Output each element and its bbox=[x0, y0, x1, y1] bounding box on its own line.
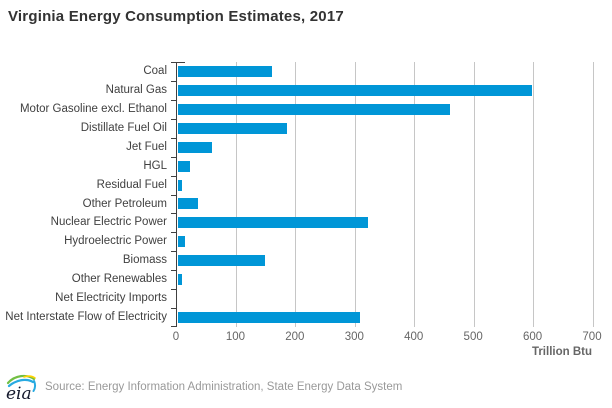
bar-net-interstate-flow-of-electricity bbox=[178, 312, 361, 324]
gridline bbox=[295, 62, 297, 327]
bar-nuclear-electric-power bbox=[178, 217, 368, 229]
category-label: Net Electricity Imports bbox=[55, 292, 167, 305]
gridline bbox=[354, 62, 356, 327]
chart-footer: eia Source: Energy Information Administr… bbox=[5, 371, 402, 403]
bar-hydroelectric-power bbox=[178, 236, 185, 248]
x-tick-label: 100 bbox=[225, 331, 246, 343]
gridline bbox=[414, 62, 416, 327]
category-label: HGL bbox=[143, 159, 167, 172]
gridline bbox=[235, 62, 237, 327]
x-tick-label: 400 bbox=[404, 331, 424, 343]
bar-residual-fuel bbox=[178, 179, 183, 191]
bar-jet-fuel bbox=[178, 141, 213, 153]
category-label: Hydroelectric Power bbox=[64, 235, 167, 248]
svg-text:eia: eia bbox=[6, 384, 32, 402]
y-axis-tick bbox=[171, 175, 177, 177]
source-text: Source: Energy Information Administratio… bbox=[45, 381, 403, 393]
category-label: Other Renewables bbox=[71, 273, 167, 286]
y-axis-tick bbox=[171, 156, 177, 158]
x-axis-labels: 0 100 200 300 400 500 600 700 bbox=[0, 331, 612, 345]
bar-distillate-fuel-oil bbox=[178, 122, 287, 134]
x-axis-title: Trillion Btu bbox=[531, 346, 592, 358]
category-label: Net Interstate Flow of Electricity bbox=[5, 311, 167, 324]
y-axis-tick bbox=[171, 99, 177, 101]
y-axis-tick bbox=[171, 118, 177, 120]
bar-biomass bbox=[178, 255, 266, 267]
x-tick-label: 0 bbox=[172, 331, 180, 343]
y-axis-tick bbox=[171, 194, 177, 196]
y-axis-tick bbox=[171, 137, 177, 139]
y-axis-tick bbox=[171, 308, 177, 310]
bar-motor-gasoline-excl-ethanol bbox=[178, 103, 450, 115]
category-label: Natural Gas bbox=[105, 83, 167, 96]
x-tick-label: 200 bbox=[285, 331, 305, 343]
gridline bbox=[473, 62, 475, 327]
x-tick-label: 700 bbox=[582, 331, 602, 343]
y-axis-tick bbox=[171, 270, 177, 272]
bar-natural-gas bbox=[178, 84, 532, 96]
y-axis-tick bbox=[171, 232, 177, 234]
category-label: Coal bbox=[143, 65, 167, 77]
y-axis-tick bbox=[171, 251, 177, 253]
y-axis-tick bbox=[171, 80, 177, 82]
y-axis-tick bbox=[171, 213, 177, 215]
gridline bbox=[533, 62, 535, 327]
x-tick-label: 500 bbox=[463, 331, 483, 343]
eia-logo-icon: eia bbox=[6, 374, 37, 402]
category-label: Jet Fuel bbox=[126, 140, 167, 153]
bar-coal bbox=[178, 65, 272, 77]
category-label: Other Petroleum bbox=[82, 197, 167, 210]
x-tick-label: 300 bbox=[344, 331, 364, 343]
bar-other-renewables bbox=[178, 274, 182, 286]
category-label: Motor Gasoline excl. Ethanol bbox=[19, 102, 167, 115]
y-axis-tick bbox=[171, 326, 177, 327]
category-label: Distillate Fuel Oil bbox=[80, 121, 167, 134]
y-axis-tick bbox=[171, 62, 185, 63]
category-label: Nuclear Electric Power bbox=[50, 216, 167, 229]
bar-hgl bbox=[178, 160, 191, 172]
category-label: Residual Fuel bbox=[96, 178, 167, 191]
gridline bbox=[592, 62, 594, 327]
chart-title: Virginia Energy Consumption Estimates, 2… bbox=[8, 8, 344, 25]
y-axis-tick bbox=[171, 289, 177, 291]
x-tick-label: 600 bbox=[522, 331, 543, 343]
bar-other-petroleum bbox=[178, 198, 198, 210]
category-label: Biomass bbox=[122, 254, 167, 267]
plot-area bbox=[171, 62, 594, 327]
